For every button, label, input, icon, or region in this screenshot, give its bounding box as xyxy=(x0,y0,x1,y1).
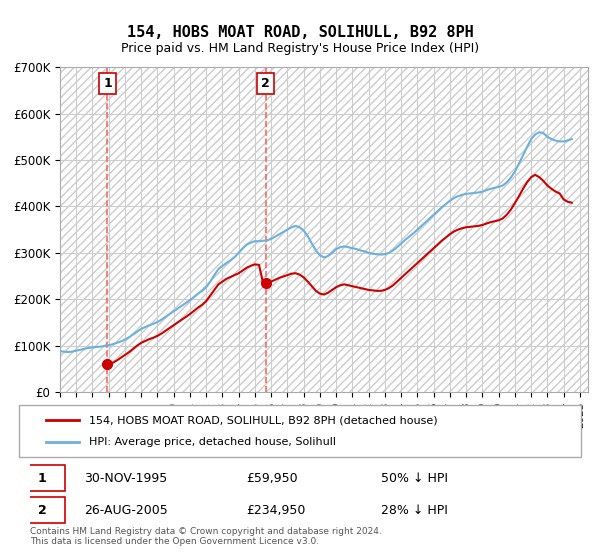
Text: 28% ↓ HPI: 28% ↓ HPI xyxy=(381,504,448,517)
Text: 1: 1 xyxy=(38,472,46,484)
Text: £59,950: £59,950 xyxy=(246,472,298,484)
Text: Price paid vs. HM Land Registry's House Price Index (HPI): Price paid vs. HM Land Registry's House … xyxy=(121,42,479,55)
Text: 30-NOV-1995: 30-NOV-1995 xyxy=(84,472,167,484)
FancyBboxPatch shape xyxy=(19,497,65,523)
Text: 1: 1 xyxy=(103,77,112,90)
Text: HPI: Average price, detached house, Solihull: HPI: Average price, detached house, Soli… xyxy=(89,437,337,447)
FancyBboxPatch shape xyxy=(19,405,581,458)
Text: Contains HM Land Registry data © Crown copyright and database right 2024.
This d: Contains HM Land Registry data © Crown c… xyxy=(30,526,382,546)
Text: 2: 2 xyxy=(261,77,270,90)
Text: 154, HOBS MOAT ROAD, SOLIHULL, B92 8PH: 154, HOBS MOAT ROAD, SOLIHULL, B92 8PH xyxy=(127,25,473,40)
Text: 2: 2 xyxy=(38,504,46,517)
Text: 154, HOBS MOAT ROAD, SOLIHULL, B92 8PH (detached house): 154, HOBS MOAT ROAD, SOLIHULL, B92 8PH (… xyxy=(89,415,438,425)
FancyBboxPatch shape xyxy=(19,465,65,491)
Text: £234,950: £234,950 xyxy=(246,504,305,517)
Text: 50% ↓ HPI: 50% ↓ HPI xyxy=(381,472,448,484)
Text: 26-AUG-2005: 26-AUG-2005 xyxy=(84,504,168,517)
